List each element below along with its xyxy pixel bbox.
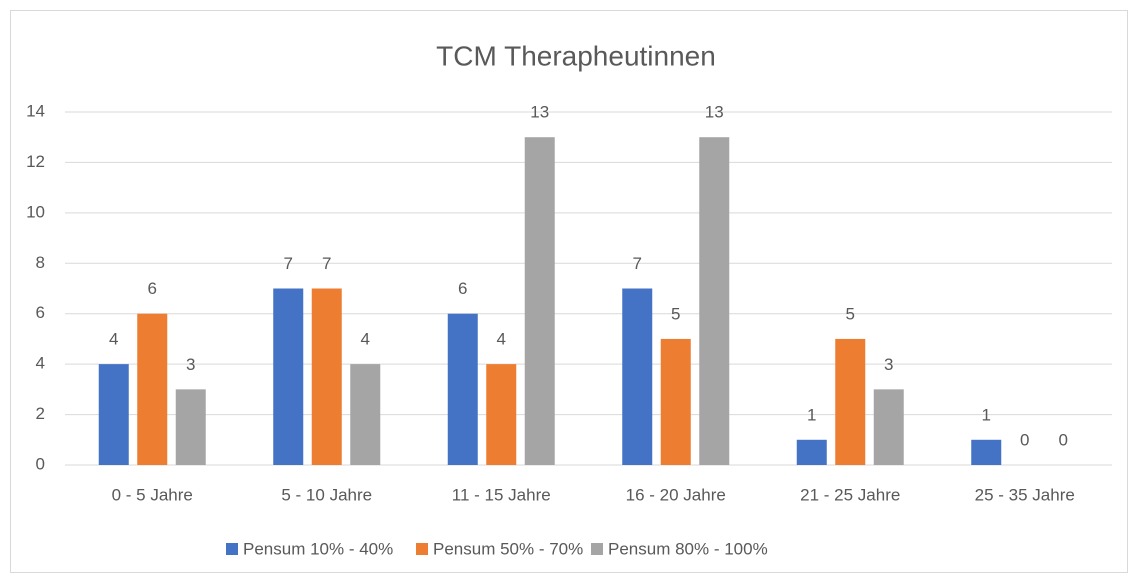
y-tick-label: 6 <box>36 303 45 322</box>
chart-border <box>10 10 1128 573</box>
x-tick-label: 0 - 5 Jahre <box>112 485 193 504</box>
data-label: 13 <box>530 103 549 122</box>
data-label: 6 <box>458 279 467 298</box>
bar <box>175 389 206 465</box>
bar <box>447 313 478 465</box>
y-tick-label: 4 <box>36 354 45 373</box>
chart-title: TCM Therapheutinnen <box>436 40 716 71</box>
legend-label: Pensum 80% - 100% <box>608 539 768 558</box>
y-tick-label: 10 <box>26 202 45 221</box>
bar <box>971 439 1002 465</box>
legend-swatch <box>226 543 238 555</box>
data-label: 0 <box>1059 430 1068 449</box>
data-label: 0 <box>1020 430 1029 449</box>
y-tick-label: 0 <box>36 454 45 473</box>
bar <box>137 313 168 465</box>
y-tick-label: 8 <box>36 253 45 272</box>
bar <box>524 137 555 465</box>
data-label: 7 <box>322 254 331 273</box>
x-tick-label: 11 - 15 Jahre <box>452 485 551 504</box>
bar <box>311 288 342 465</box>
legend-swatch <box>591 543 603 555</box>
bar <box>350 364 381 465</box>
legend-label: Pensum 10% - 40% <box>243 539 393 558</box>
data-label: 7 <box>633 254 642 273</box>
data-label: 6 <box>148 279 157 298</box>
bar <box>873 389 904 465</box>
bar <box>622 288 653 465</box>
x-tick-label: 16 - 20 Jahre <box>626 485 726 504</box>
data-label: 3 <box>884 355 893 374</box>
bar <box>660 338 691 465</box>
bar <box>486 364 517 465</box>
bar <box>796 439 827 465</box>
data-label: 7 <box>284 254 293 273</box>
legend-label: Pensum 50% - 70% <box>433 539 583 558</box>
data-label: 5 <box>671 304 680 323</box>
data-label: 3 <box>186 355 195 374</box>
data-label: 1 <box>982 405 991 424</box>
data-label: 4 <box>497 330 506 349</box>
bar <box>98 364 129 465</box>
data-label: 5 <box>846 304 855 323</box>
bar <box>699 137 730 465</box>
data-label: 4 <box>109 330 118 349</box>
bar <box>273 288 304 465</box>
data-label: 1 <box>807 405 816 424</box>
x-tick-label: 21 - 25 Jahre <box>800 485 900 504</box>
data-label: 4 <box>361 330 370 349</box>
x-tick-label: 5 - 10 Jahre <box>281 485 372 504</box>
data-label: 13 <box>705 103 724 122</box>
legend-swatch <box>416 543 428 555</box>
x-tick-label: 25 - 35 Jahre <box>975 485 1075 504</box>
y-tick-label: 2 <box>36 404 45 423</box>
y-tick-label: 14 <box>26 101 45 120</box>
bar <box>835 338 866 465</box>
y-tick-label: 12 <box>26 152 45 171</box>
